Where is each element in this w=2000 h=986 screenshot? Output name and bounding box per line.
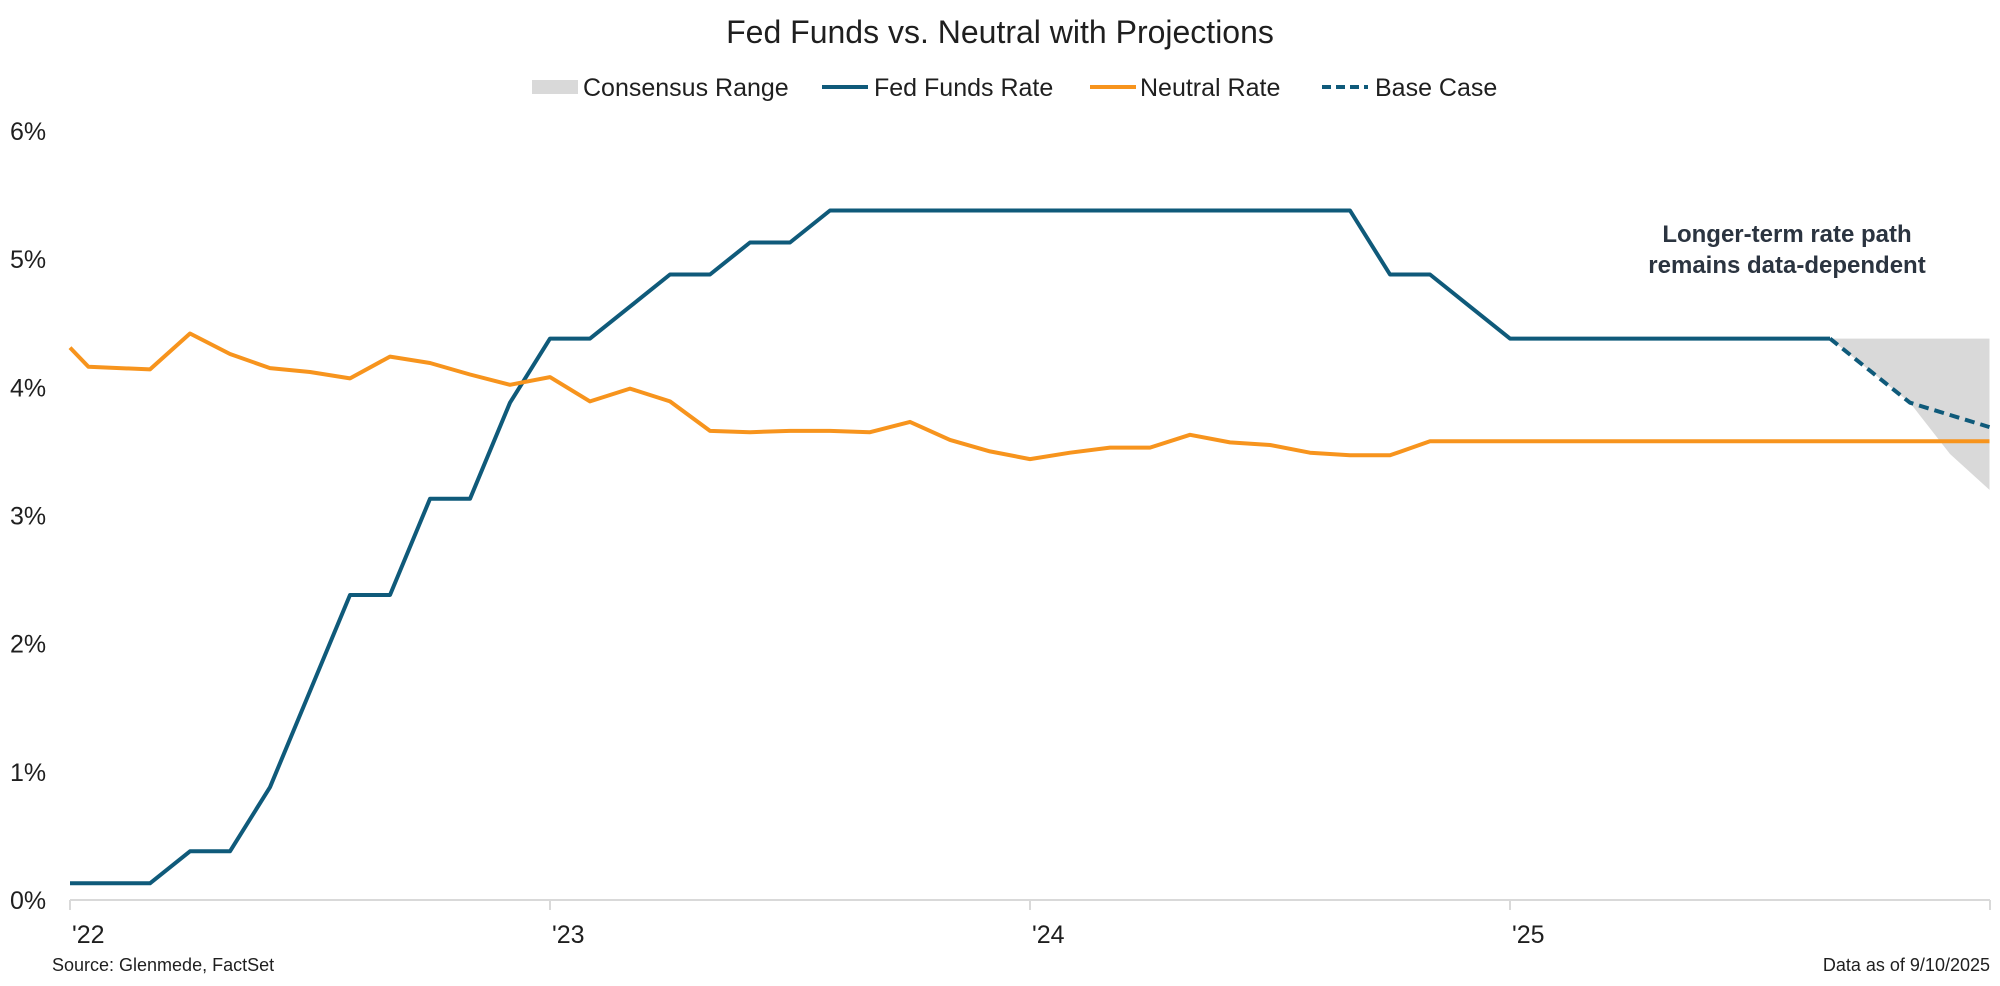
- annotation: Longer-term rate path remains data-depen…: [1648, 221, 1925, 279]
- y-axis-ticks: 0% 1% 2% 3% 4% 5% 6%: [10, 118, 46, 915]
- legend-label-base-case: Base Case: [1375, 74, 1497, 102]
- source-note: Source: Glenmede, FactSet: [52, 955, 274, 975]
- x-axis: '22 '23 '24 '25: [69, 899, 1991, 949]
- legend-swatch-consensus-range: [532, 80, 578, 94]
- y-tick-label: 3%: [10, 503, 46, 531]
- x-tick-label: '25: [1512, 921, 1545, 949]
- y-tick-label: 1%: [10, 759, 46, 787]
- base-case-line: [1828, 337, 1991, 430]
- data-date-note: Data as of 9/10/2025: [1823, 955, 1990, 975]
- chart-title: Fed Funds vs. Neutral with Projections: [726, 14, 1274, 50]
- y-tick-label: 5%: [10, 246, 46, 274]
- y-tick-label: 4%: [10, 374, 46, 402]
- x-tick-label: '23: [552, 921, 585, 949]
- y-tick-label: 6%: [10, 118, 46, 146]
- plot-area: [68, 208, 1991, 886]
- x-tick-label: '24: [1032, 921, 1065, 949]
- consensus-range-band: [1830, 338, 1990, 490]
- y-tick-label: 2%: [10, 631, 46, 659]
- annotation-line-1: Longer-term rate path: [1662, 221, 1911, 248]
- legend-label-neutral-rate: Neutral Rate: [1140, 74, 1280, 102]
- fed-funds-rate-line: [70, 208, 1830, 886]
- annotation-line-2: remains data-dependent: [1648, 252, 1925, 279]
- legend-label-consensus-range: Consensus Range: [583, 74, 789, 102]
- x-tick-label: '22: [72, 921, 105, 949]
- legend-label-fed-funds-rate: Fed Funds Rate: [874, 74, 1053, 102]
- legend: Consensus Range Fed Funds Rate Neutral R…: [532, 74, 1497, 102]
- y-tick-label: 0%: [10, 887, 46, 915]
- neutral-rate-line: [68, 331, 1990, 462]
